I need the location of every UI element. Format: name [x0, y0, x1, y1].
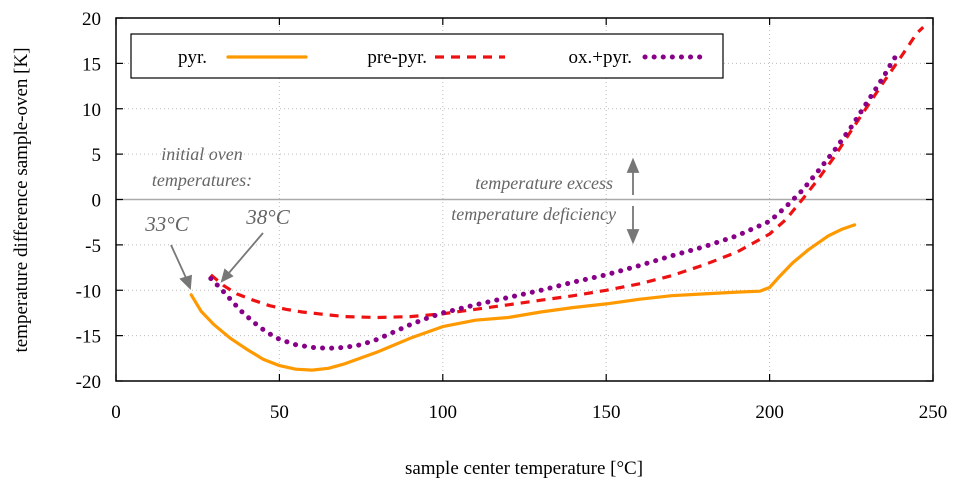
series-line-dashed — [209, 25, 925, 320]
tick-labels: 0 50 100 150 200 250 -20 -15 -10 -5 0 5 10 15 20 — [76, 9, 948, 423]
y-tick-label: -10 — [76, 281, 101, 302]
annotation-temperatures: temperatures: — [152, 170, 252, 190]
y-axis-label: temperature difference sample-oven [K] — [11, 47, 32, 352]
series-line-dotted — [208, 50, 903, 351]
plot-frame — [115, 17, 934, 382]
y-tick-label: 0 — [92, 191, 102, 212]
annotations: initial oven temperatures: 33°C 38°C tem… — [144, 144, 640, 291]
arrow-33c-head — [179, 274, 193, 291]
arrow-33c-line — [170, 244, 188, 281]
arrow-excess-head — [626, 157, 640, 173]
y-tick-label: 15 — [82, 54, 101, 75]
annotation-temperature-excess: temperature excess — [475, 173, 613, 193]
arrow-deficiency-head — [626, 229, 640, 245]
annotation-arrows — [170, 157, 640, 291]
y-tick-label: 10 — [82, 100, 101, 121]
legend: pyr. pre-pyr. ox.+pyr. — [130, 33, 724, 79]
series-line-solid — [189, 223, 857, 372]
legend-label-pyr: pyr. — [178, 47, 207, 68]
x-tick-label: 50 — [270, 402, 289, 423]
x-tick-label: 100 — [429, 402, 458, 423]
y-tick-label: 20 — [82, 9, 101, 30]
series-group — [189, 25, 925, 372]
y-tick-label: -20 — [76, 372, 101, 393]
annotation-38c: 38°C — [245, 205, 290, 229]
x-tick-label: 0 — [111, 402, 121, 423]
legend-label-ox-pyr: ox.+pyr. — [569, 47, 633, 68]
annotation-temperature-deficiency: temperature deficiency — [451, 204, 616, 224]
arrow-38c-line — [227, 232, 264, 275]
y-tick-label: 5 — [92, 145, 102, 166]
y-tick-label: -15 — [76, 327, 101, 348]
x-axis-label: sample center temperature [°C] — [405, 458, 643, 479]
annotation-33c: 33°C — [144, 212, 189, 236]
x-tick-label: 200 — [755, 402, 784, 423]
x-tick-label: 250 — [919, 402, 948, 423]
x-tick-label: 150 — [592, 402, 621, 423]
arrow-38c-head — [220, 268, 234, 283]
legend-label-pre-pyr: pre-pyr. — [367, 47, 427, 68]
annotation-initial-oven: initial oven — [161, 144, 242, 164]
y-tick-label: -5 — [85, 236, 101, 257]
